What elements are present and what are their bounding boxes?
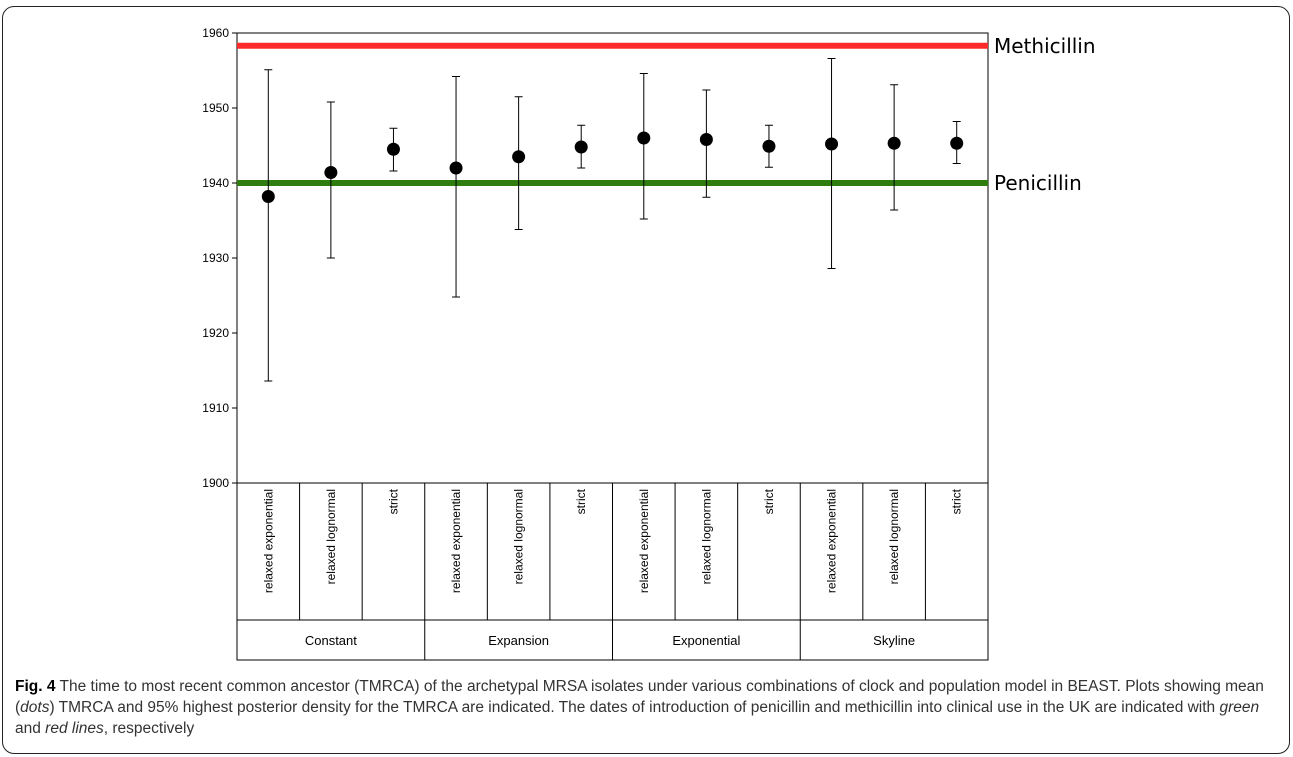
group-label: Exponential	[672, 633, 740, 648]
mean-dot	[950, 137, 963, 150]
caption-dots: dots	[20, 699, 49, 716]
caption-red: red lines	[45, 720, 104, 737]
category-label: relaxed exponential	[637, 489, 651, 593]
category-label: relaxed exponential	[825, 489, 839, 593]
y-tick-label: 1930	[202, 251, 229, 265]
caption-fig-label: Fig. 4	[15, 678, 55, 695]
y-tick-label: 1920	[202, 326, 229, 340]
category-label: relaxed lognormal	[512, 489, 526, 584]
category-label: strict	[386, 488, 400, 514]
category-label: relaxed exponential	[449, 489, 463, 593]
mean-dot	[450, 162, 463, 175]
mean-dot	[324, 166, 337, 179]
category-label: strict	[950, 488, 964, 514]
mean-dot	[637, 132, 650, 145]
mean-dot	[575, 141, 588, 154]
category-label: strict	[574, 488, 588, 514]
caption-text-2: ) TMRCA and 95% highest posterior densit…	[49, 699, 1219, 716]
mean-dot	[762, 140, 775, 153]
caption-text-4: , respectively	[104, 720, 194, 737]
group-label: Constant	[305, 633, 357, 648]
category-label: relaxed lognormal	[887, 489, 901, 584]
mean-dot	[512, 150, 525, 163]
y-tick-label: 1950	[202, 101, 229, 115]
caption-text-3: and	[15, 720, 45, 737]
category-label: relaxed exponential	[261, 489, 275, 593]
y-tick-label: 1910	[202, 401, 229, 415]
tmrca-chart: 1900 1910 1920 1930 1940 1950 1960 relaxed expo…	[0, 0, 1293, 670]
y-tick-label: 1960	[202, 26, 229, 40]
mean-dot	[825, 138, 838, 151]
plot-area: 1900 1910 1920 1930 1940 1950 1960 relaxed expo…	[202, 26, 1095, 660]
reference-label-methicillin: Methicillin	[994, 34, 1096, 58]
group-label: Expansion	[488, 633, 549, 648]
mean-dot	[700, 133, 713, 146]
mean-dot	[888, 137, 901, 150]
y-tick-label: 1900	[202, 476, 229, 490]
mean-dot	[262, 190, 275, 203]
mean-dot	[387, 143, 400, 156]
y-tick-label: 1940	[202, 176, 229, 190]
caption-green: green	[1220, 699, 1260, 716]
plot-border	[237, 33, 988, 483]
category-label: relaxed lognormal	[324, 489, 338, 584]
category-label: relaxed lognormal	[699, 489, 713, 584]
category-label: strict	[762, 488, 776, 514]
figure-caption: Fig. 4 The time to most recent common an…	[15, 676, 1277, 739]
group-label: Skyline	[873, 633, 915, 648]
reference-label-penicillin: Penicillin	[994, 171, 1082, 195]
